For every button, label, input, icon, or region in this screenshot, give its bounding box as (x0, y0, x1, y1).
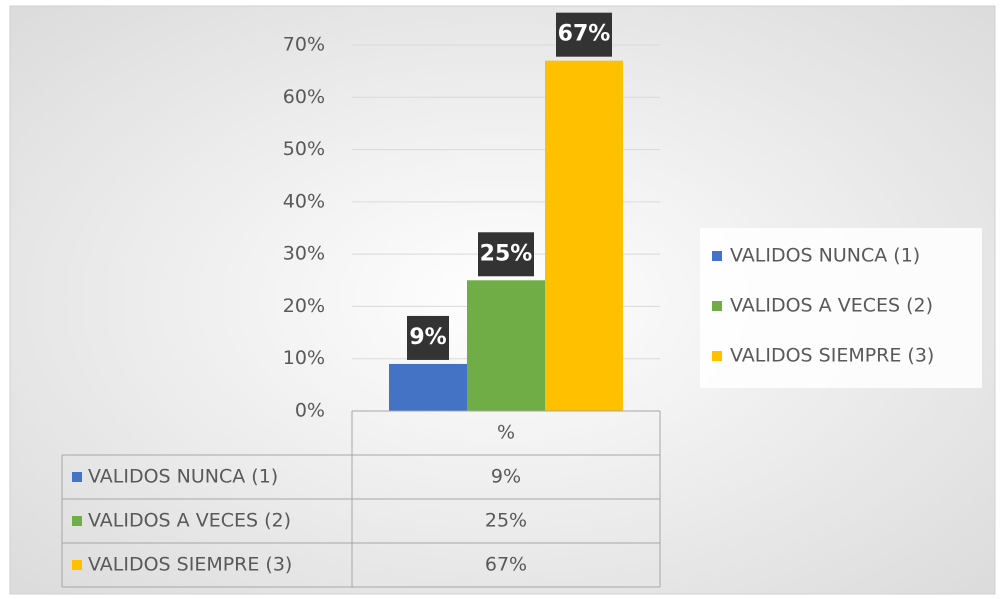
data-label: 67% (558, 22, 611, 47)
y-tick-label: 10% (283, 347, 325, 369)
table-legend-key (72, 472, 82, 482)
y-tick-label: 20% (283, 295, 325, 317)
y-tick-label: 50% (283, 138, 325, 160)
data-label-box (556, 12, 612, 57)
table-row-label: VALIDOS NUNCA (1) (88, 466, 278, 488)
bar (467, 280, 545, 411)
table-cell: 25% (485, 510, 527, 532)
bar (389, 363, 467, 411)
data-label-box (478, 232, 534, 277)
table-header: % (497, 422, 515, 444)
legend-label: VALIDOS A VECES (2) (730, 295, 933, 317)
legend-label: VALIDOS NUNCA (1) (730, 245, 920, 267)
data-label: 25% (480, 241, 533, 266)
table-cell: 67% (485, 554, 527, 576)
y-tick-label: 40% (283, 190, 325, 212)
legend-key (712, 301, 722, 311)
table-row-label: VALIDOS SIEMPRE (3) (88, 554, 292, 576)
y-tick-label: 0% (295, 400, 325, 422)
legend-label: VALIDOS SIEMPRE (3) (730, 345, 934, 367)
legend-key (712, 351, 722, 361)
data-label-box (407, 315, 449, 360)
y-tick-label: 70% (283, 34, 325, 56)
y-tick-label: 30% (283, 243, 325, 265)
legend-key (712, 251, 722, 261)
legend-box (700, 228, 982, 388)
data-label: 9% (409, 325, 446, 350)
y-tick-label: 60% (283, 86, 325, 108)
bar (545, 60, 623, 411)
table-row-label: VALIDOS A VECES (2) (88, 510, 291, 532)
table-legend-key (72, 560, 82, 570)
table-cell: 9% (491, 466, 521, 488)
table-legend-key (72, 516, 82, 526)
